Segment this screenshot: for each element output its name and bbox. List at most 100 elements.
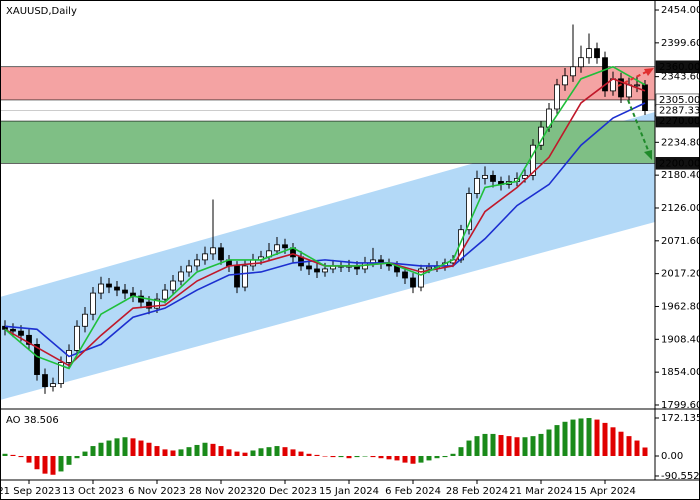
- candle-body: [634, 84, 640, 87]
- candle-body: [10, 328, 16, 332]
- ao-tick-label: 0.00: [661, 451, 683, 462]
- ao-bar: [186, 447, 192, 456]
- ao-tick-label: -90.552: [661, 471, 700, 482]
- candle-body: [82, 313, 88, 327]
- candle-body: [410, 277, 416, 288]
- candle-body: [474, 178, 480, 194]
- candle-body: [114, 286, 120, 291]
- ao-bar: [34, 455, 40, 470]
- ao-bar: [642, 447, 648, 456]
- ao-bar: [122, 437, 128, 456]
- candle-body: [322, 268, 328, 273]
- x-tick-label: 21 Sep 2023: [0, 486, 61, 497]
- ao-bar: [514, 437, 520, 456]
- ao-bar: [362, 455, 368, 457]
- x-tick-label: 6 Nov 2023: [128, 486, 186, 497]
- y-tick-label: 2126.00: [661, 203, 700, 214]
- chart-title: XAUUSD,Daily: [6, 6, 77, 17]
- ao-bar: [586, 418, 592, 456]
- candle-body: [578, 57, 584, 68]
- ao-bar: [554, 425, 560, 456]
- candle-body: [42, 374, 48, 388]
- ao-bar: [354, 455, 360, 458]
- candle-body: [602, 57, 608, 92]
- ao-bar: [418, 455, 424, 463]
- ao-bar: [18, 455, 24, 458]
- ao-bar: [274, 446, 280, 456]
- down-arrow-head: [644, 150, 652, 160]
- ao-bar: [426, 455, 432, 461]
- ao-bar: [498, 435, 504, 456]
- ao-bar: [210, 443, 216, 456]
- candle-body: [178, 271, 184, 282]
- ao-bar: [106, 440, 112, 456]
- ao-bar: [506, 436, 512, 456]
- candle-body: [482, 174, 488, 179]
- ao-bar: [234, 451, 240, 456]
- candle-body: [234, 265, 240, 288]
- candle-body: [202, 253, 208, 261]
- ao-bar: [170, 450, 176, 456]
- candle-body: [138, 295, 144, 303]
- y-tick-label: 2454.00: [661, 5, 700, 16]
- candle-body: [490, 174, 496, 182]
- ao-bar: [442, 455, 448, 458]
- ao-bar: [282, 447, 288, 456]
- ao-bar: [82, 451, 88, 456]
- ao-bar: [242, 452, 248, 456]
- level-label-box: [655, 157, 700, 170]
- candle-body: [586, 48, 592, 59]
- y-tick-label: 2343.60: [661, 72, 700, 83]
- candle-body: [122, 289, 128, 294]
- candle-body: [98, 283, 104, 294]
- candle-body: [90, 292, 96, 315]
- candle-body: [530, 144, 536, 176]
- candle-body: [218, 247, 224, 261]
- candle-body: [618, 78, 624, 98]
- ao-bar: [306, 453, 312, 456]
- ao-bar: [58, 455, 64, 472]
- ao-bar: [202, 442, 208, 456]
- candle-body: [154, 298, 160, 309]
- ao-bar: [50, 455, 56, 475]
- ao-bar: [530, 436, 536, 456]
- ao-bar: [522, 437, 528, 456]
- ao-bar: [226, 449, 232, 456]
- ao-bar: [258, 448, 264, 456]
- ao-bar: [298, 451, 304, 456]
- ao-bar: [42, 455, 48, 474]
- ao-bar: [570, 419, 576, 456]
- y-tick-label: 2071.60: [661, 236, 700, 247]
- candle-body: [554, 84, 560, 110]
- candle-body: [626, 84, 632, 98]
- ao-tick-label: 172.135: [661, 413, 700, 424]
- ao-bar: [330, 455, 336, 458]
- ao-bar: [546, 429, 552, 456]
- ao-bar: [74, 455, 80, 459]
- candle-body: [426, 266, 432, 270]
- ao-bar: [490, 433, 496, 456]
- ao-bar: [482, 433, 488, 456]
- candle-body: [562, 75, 568, 86]
- candle-body: [162, 289, 168, 300]
- level-label: 2200.00: [659, 158, 700, 169]
- candle-body: [146, 301, 152, 309]
- y-tick-label: 1799.60: [661, 400, 700, 411]
- candle-body: [74, 325, 80, 351]
- y-tick-label: 2017.20: [661, 269, 700, 280]
- ao-bar: [130, 438, 136, 456]
- indicator-label: AO 38.506: [6, 415, 59, 426]
- ao-bar: [194, 444, 200, 456]
- ao-bar: [450, 453, 456, 456]
- ao-bar: [90, 446, 96, 456]
- candle-body: [58, 362, 64, 385]
- ao-bar: [218, 446, 224, 456]
- ao-bar: [618, 431, 624, 456]
- candle-body: [314, 268, 320, 273]
- ao-bar: [162, 449, 168, 456]
- up-arrow-head: [644, 68, 654, 76]
- ao-bar: [290, 449, 296, 456]
- ao-bar: [266, 447, 272, 456]
- ao-bar: [538, 433, 544, 456]
- ao-bar: [322, 455, 328, 457]
